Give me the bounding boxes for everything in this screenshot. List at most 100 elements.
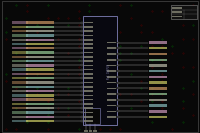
Bar (26, 68, 54, 71)
Bar (26, 120, 54, 122)
Bar (107, 59, 116, 61)
Bar (81, 77, 83, 79)
Bar (84, 35, 93, 36)
Bar (149, 116, 167, 118)
Bar (81, 35, 83, 36)
Bar (84, 73, 93, 75)
Bar (107, 116, 116, 118)
Bar (81, 56, 83, 58)
Bar (12, 73, 28, 75)
Bar (83, 16, 117, 125)
Bar (117, 65, 119, 66)
Bar (107, 111, 116, 112)
Bar (26, 26, 54, 28)
Bar (149, 76, 167, 78)
Bar (81, 22, 83, 24)
Bar (117, 116, 119, 118)
Bar (84, 90, 93, 92)
Bar (84, 30, 93, 32)
Bar (117, 42, 119, 43)
Bar (117, 59, 119, 61)
Bar (12, 30, 28, 32)
Bar (81, 52, 83, 53)
Bar (117, 76, 119, 78)
Bar (149, 59, 167, 61)
Bar (171, 5, 197, 19)
Bar (81, 69, 83, 71)
Bar (149, 47, 167, 49)
Bar (81, 112, 83, 113)
Bar (26, 81, 54, 84)
Bar (26, 47, 54, 49)
Bar (12, 77, 28, 79)
Bar (84, 77, 93, 79)
Bar (12, 51, 28, 54)
Bar (12, 98, 28, 101)
Bar (84, 95, 93, 96)
Bar (117, 88, 119, 89)
Bar (81, 86, 83, 88)
Bar (26, 60, 54, 62)
Bar (107, 93, 116, 95)
Bar (81, 120, 83, 122)
Bar (84, 60, 93, 62)
Bar (12, 43, 28, 45)
Bar (26, 86, 54, 88)
Bar (81, 94, 83, 96)
Bar (12, 116, 28, 118)
Bar (85, 108, 100, 124)
Bar (12, 81, 28, 84)
Bar (84, 39, 93, 41)
Bar (81, 65, 83, 66)
Bar (12, 120, 28, 122)
Bar (81, 116, 83, 118)
Bar (81, 103, 83, 105)
Bar (172, 7, 182, 9)
Bar (107, 47, 116, 49)
Bar (84, 22, 93, 23)
Bar (84, 56, 93, 58)
Bar (107, 88, 116, 89)
Bar (149, 93, 167, 95)
Bar (172, 11, 182, 13)
Bar (26, 107, 54, 109)
Bar (84, 116, 93, 118)
Text: PLC OUTPUT: PLC OUTPUT (106, 64, 110, 79)
Bar (84, 65, 93, 66)
Bar (84, 130, 88, 132)
Bar (84, 107, 93, 109)
Bar (84, 43, 93, 45)
Bar (12, 39, 28, 41)
Bar (81, 82, 83, 83)
Bar (149, 110, 167, 113)
Bar (117, 53, 119, 55)
Bar (117, 82, 119, 84)
Bar (149, 104, 167, 107)
Bar (107, 53, 116, 55)
Bar (81, 30, 83, 32)
Bar (26, 21, 54, 24)
Bar (26, 116, 54, 118)
Bar (81, 47, 83, 49)
Bar (81, 99, 83, 101)
Bar (26, 34, 54, 37)
Bar (84, 52, 93, 53)
Bar (12, 103, 28, 105)
Bar (12, 68, 28, 71)
Bar (172, 16, 182, 17)
Bar (26, 98, 54, 101)
Bar (26, 94, 54, 97)
Bar (149, 70, 167, 72)
Bar (107, 105, 116, 106)
Bar (107, 65, 116, 66)
Bar (12, 21, 28, 24)
Bar (84, 112, 93, 113)
Bar (149, 99, 167, 101)
Bar (26, 103, 54, 105)
Bar (117, 70, 119, 72)
Bar (117, 105, 119, 107)
Bar (84, 69, 93, 70)
Bar (117, 93, 119, 95)
Bar (89, 130, 92, 132)
Bar (149, 87, 167, 90)
